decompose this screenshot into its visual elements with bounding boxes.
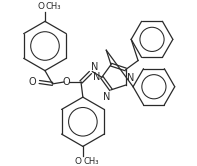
Text: N: N [93, 72, 100, 82]
Text: N: N [103, 92, 110, 102]
Text: O: O [37, 2, 44, 11]
Text: O: O [62, 77, 70, 87]
Text: O: O [29, 77, 36, 87]
Text: CH₃: CH₃ [84, 157, 99, 166]
Text: N: N [91, 62, 99, 72]
Text: N: N [127, 73, 134, 83]
Text: O: O [75, 157, 82, 166]
Text: CH₃: CH₃ [46, 2, 61, 11]
